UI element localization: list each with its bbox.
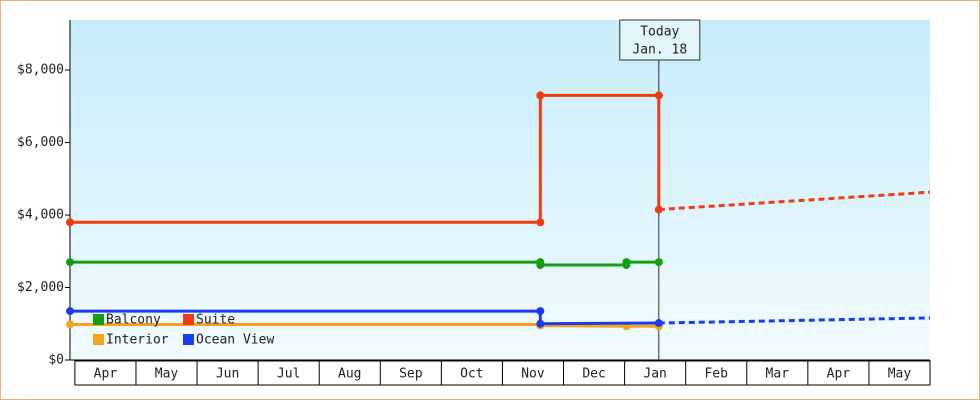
x-tick-label: Jun bbox=[216, 367, 239, 382]
point-marker bbox=[622, 258, 631, 267]
y-tick-label: $8,000 bbox=[17, 63, 64, 78]
x-tick-label: Oct bbox=[460, 367, 483, 382]
x-tick-label: Jul bbox=[277, 367, 300, 382]
x-tick-label: Apr bbox=[94, 367, 118, 382]
point-marker bbox=[536, 261, 545, 270]
today-label: Jan. 18 bbox=[632, 43, 687, 58]
point-marker bbox=[654, 258, 663, 267]
x-tick-label: Feb bbox=[704, 367, 728, 382]
legend-label: Ocean View bbox=[196, 333, 274, 348]
legend-label: Interior bbox=[106, 333, 169, 348]
legend-label: Balcony bbox=[106, 313, 161, 328]
point-marker bbox=[66, 307, 74, 316]
y-tick-label: $6,000 bbox=[17, 135, 64, 150]
legend-swatch bbox=[93, 314, 104, 325]
point-marker bbox=[66, 320, 74, 329]
y-tick-label: $0 bbox=[48, 353, 64, 368]
x-tick-label: Dec bbox=[582, 367, 605, 382]
legend-swatch bbox=[183, 334, 194, 345]
x-tick-label: Aug bbox=[338, 367, 361, 382]
point-marker bbox=[536, 319, 545, 328]
y-tick-label: $4,000 bbox=[17, 208, 64, 223]
today-box bbox=[619, 19, 701, 61]
point-marker bbox=[654, 205, 663, 214]
point-marker bbox=[654, 319, 663, 328]
x-tick-label: Sep bbox=[399, 367, 423, 382]
y-tick-label: $2,000 bbox=[17, 280, 64, 295]
x-tick-label: Jan bbox=[643, 367, 666, 382]
point-marker bbox=[536, 91, 545, 100]
forecast-line bbox=[658, 316, 931, 325]
point-marker bbox=[536, 307, 545, 316]
legend-swatch bbox=[93, 334, 104, 345]
series-line bbox=[70, 260, 659, 267]
x-tick-label: Mar bbox=[766, 367, 790, 382]
forecast-line bbox=[658, 190, 931, 212]
legend-swatch bbox=[183, 314, 194, 325]
point-marker bbox=[66, 218, 74, 227]
plot-area bbox=[70, 20, 930, 360]
point-marker bbox=[66, 258, 74, 267]
x-tick-label: Nov bbox=[521, 367, 545, 382]
series-line bbox=[70, 309, 659, 326]
point-marker bbox=[654, 91, 663, 100]
point-marker bbox=[536, 218, 545, 227]
x-tick-label: Apr bbox=[827, 367, 851, 382]
today-label: Today bbox=[640, 25, 679, 40]
x-tick-label: May bbox=[155, 367, 179, 382]
legend-label: Suite bbox=[196, 313, 235, 328]
x-tick-label: May bbox=[888, 367, 912, 382]
